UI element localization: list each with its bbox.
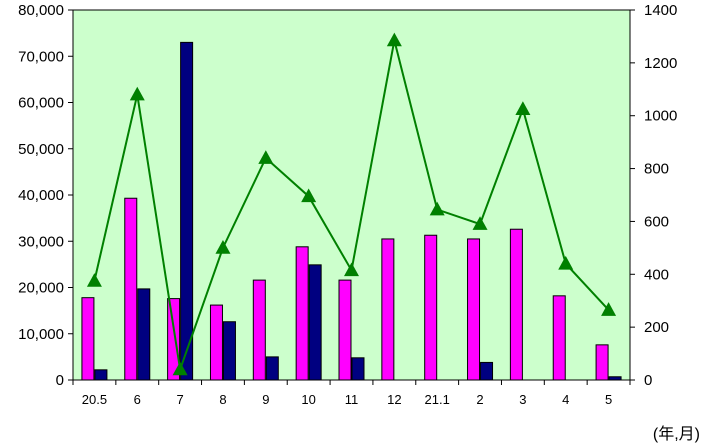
line-point-2 <box>472 216 488 230</box>
line-point-3 <box>515 101 531 115</box>
bar-series1-3 <box>509 228 523 381</box>
line-series-group <box>86 32 617 376</box>
left-tick-label: 20,000 <box>18 280 64 297</box>
line-point-20.5 <box>86 273 102 287</box>
right-tick-label: 800 <box>644 161 669 178</box>
left-tick-label: 0 <box>56 372 64 389</box>
left-tick-label: 70,000 <box>18 48 64 65</box>
bar-series1-9 <box>252 279 266 381</box>
line-point-7 <box>172 361 188 376</box>
category-label-5: 5 <box>605 392 612 407</box>
right-axis-ticks: 0 200 400 600 800 1000 1200 1400 <box>630 2 677 389</box>
line-point-9 <box>258 150 274 164</box>
x-axis-unit-label: (年,月) <box>653 425 700 443</box>
category-label-2: 2 <box>476 392 483 407</box>
bar-series1-20.5 <box>81 297 95 381</box>
bar-series1-6 <box>124 197 138 381</box>
category-label-20.5: 20.5 <box>82 392 107 407</box>
bar-series1-5 <box>595 344 609 381</box>
right-tick-label: 200 <box>644 319 669 336</box>
bar-series2-20.5 <box>94 369 108 381</box>
category-label-11: 11 <box>345 392 359 407</box>
bar-series2-2 <box>480 361 494 381</box>
left-tick-label: 80,000 <box>18 2 64 19</box>
left-tick-label: 40,000 <box>18 187 64 204</box>
line-point-5 <box>601 302 617 316</box>
right-tick-label: 1400 <box>644 2 677 19</box>
category-label-7: 7 <box>176 392 183 407</box>
category-label-6: 6 <box>134 392 141 407</box>
bar-series1-21.1 <box>424 234 438 381</box>
left-tick-label: 60,000 <box>18 95 64 112</box>
line-point-12 <box>386 32 402 47</box>
line-point-10 <box>301 188 317 203</box>
left-axis-ticks: 0 10,000 20,000 30,000 40,000 50,000 60,000 70,… <box>18 2 73 389</box>
category-label-12: 12 <box>387 392 401 407</box>
line-point-11 <box>344 262 359 277</box>
left-tick-label: 10,000 <box>18 326 64 343</box>
bar-series-group <box>81 41 622 381</box>
right-tick-label: 0 <box>644 372 652 389</box>
category-label-9: 9 <box>262 392 269 407</box>
bar-series1-11 <box>338 279 352 381</box>
line-point-6 <box>129 86 145 101</box>
bar-series1-4 <box>552 295 566 381</box>
bar-series2-7 <box>180 41 194 381</box>
right-tick-label: 1200 <box>644 55 677 72</box>
right-tick-label: 1000 <box>644 108 677 125</box>
bar-series2-9 <box>265 356 279 381</box>
line-point-21.1 <box>429 201 445 216</box>
bar-series1-10 <box>295 246 309 381</box>
bar-series2-10 <box>308 264 322 381</box>
line-point-4 <box>558 255 574 270</box>
bar-series2-11 <box>351 357 365 381</box>
category-label-3: 3 <box>519 392 526 407</box>
bar-series2-8 <box>222 321 236 381</box>
bar-series1-8 <box>209 304 223 381</box>
left-tick-label: 30,000 <box>18 233 64 250</box>
right-tick-label: 400 <box>644 266 669 283</box>
category-label-8: 8 <box>219 392 226 407</box>
bar-series2-6 <box>137 288 151 381</box>
category-label-21.1: 21.1 <box>425 392 450 407</box>
bar-series1-2 <box>467 238 481 381</box>
line-point-8 <box>215 240 231 254</box>
left-tick-label: 50,000 <box>18 141 64 158</box>
category-label-10: 10 <box>301 392 315 407</box>
category-label-4: 4 <box>562 392 569 407</box>
category-axis-labels: 20.5 6 7 8 9 10 11 12 21.1 2 3 4 5 <box>72 380 631 407</box>
bar-series1-12 <box>381 238 395 381</box>
right-tick-label: 600 <box>644 213 669 230</box>
